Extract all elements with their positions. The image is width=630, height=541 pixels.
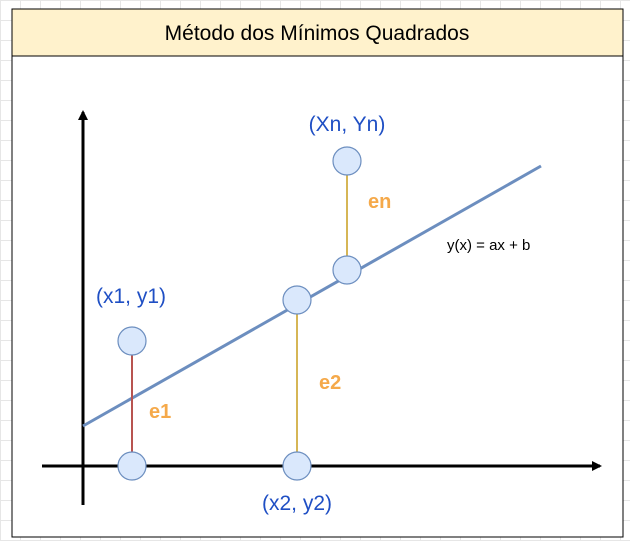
label-xn-yn: (Xn, Yn) bbox=[309, 113, 386, 136]
label-en: en bbox=[368, 191, 391, 213]
label-x2-y2: (x2, y2) bbox=[262, 492, 332, 515]
diagram-title: Método dos Mínimos Quadrados bbox=[165, 22, 470, 45]
label-x1-y1: (x1, y1) bbox=[96, 285, 166, 308]
label-e2: e2 bbox=[319, 372, 341, 394]
label-e1: e1 bbox=[149, 401, 171, 423]
point-x2-on-line bbox=[282, 285, 312, 315]
title-box bbox=[11, 8, 624, 57]
point-x1-base bbox=[117, 451, 147, 481]
diagram-panel bbox=[11, 55, 624, 538]
point-xn-on-line bbox=[332, 255, 362, 285]
point-x2-y2 bbox=[282, 451, 312, 481]
point-xn-yn bbox=[332, 146, 362, 176]
point-x1-y1 bbox=[117, 326, 147, 356]
fit-line bbox=[82, 164, 542, 428]
equation-label: y(x) = ax + b bbox=[447, 237, 530, 254]
